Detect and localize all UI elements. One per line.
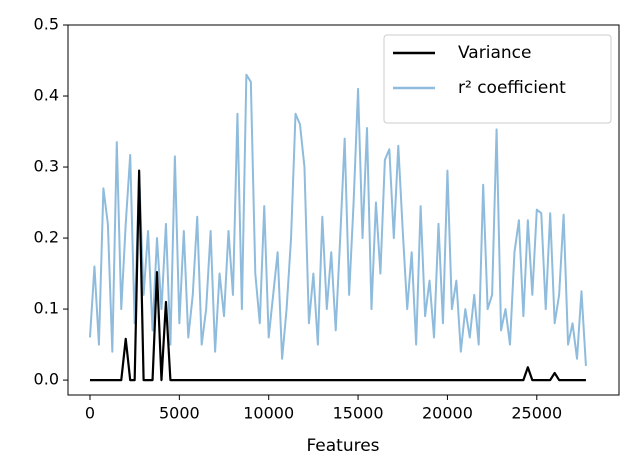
y-tick-label: 0.5 — [34, 15, 59, 34]
y-tick-label: 0.3 — [34, 157, 59, 176]
plot-frame — [67, 24, 620, 396]
x-tick-label: 0 — [85, 404, 95, 423]
line — [89, 169, 586, 382]
y-tick-label: 0.1 — [34, 299, 59, 318]
x-tick-label: 20000 — [422, 404, 473, 423]
x-axis-label: Features — [306, 436, 379, 456]
legend-label: Variance — [458, 43, 531, 63]
x-tick-label: 5000 — [159, 404, 200, 423]
x-tick-label: 25000 — [511, 404, 562, 423]
legend-label: r² coefficient — [458, 78, 566, 98]
x-tick-label: 10000 — [243, 404, 294, 423]
y-tick-label: 0.0 — [34, 370, 59, 389]
y-tick-label: 0.4 — [34, 86, 59, 105]
x-tick-label: 15000 — [333, 404, 384, 423]
y-tick-label: 0.2 — [34, 228, 59, 247]
line — [88, 73, 587, 366]
legend-box — [383, 34, 612, 124]
